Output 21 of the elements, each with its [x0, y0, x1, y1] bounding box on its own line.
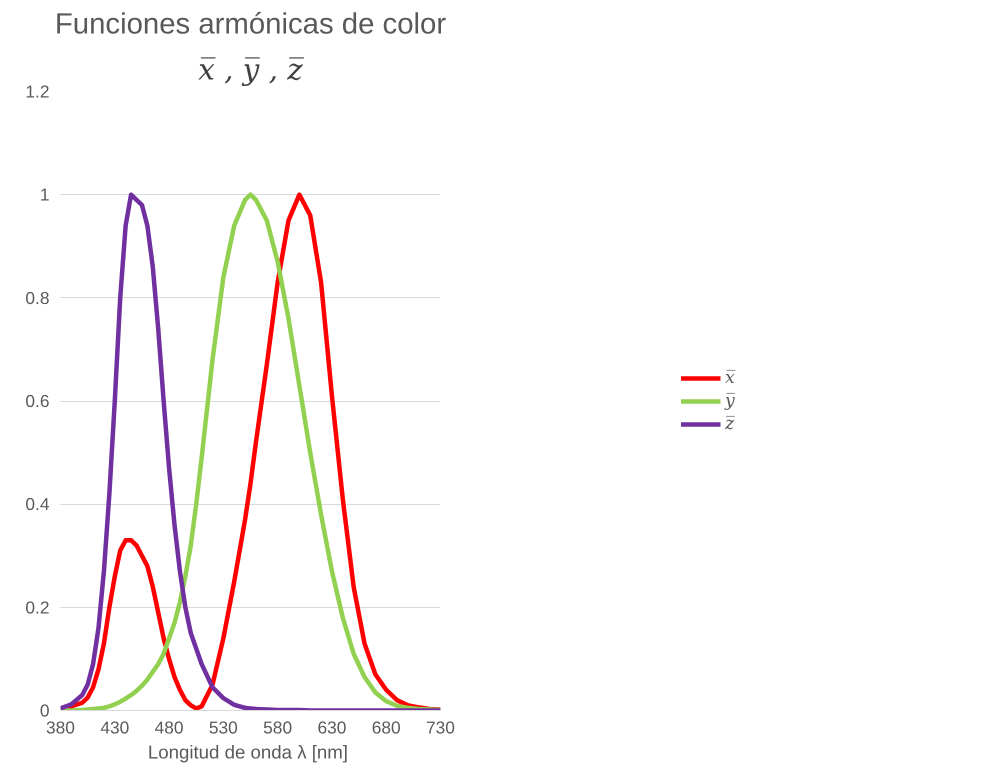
- chart-title: Funciones armónicas de color: [54, 8, 446, 40]
- legend-label: z̅: [725, 414, 736, 434]
- y-tick-label: 1: [40, 184, 50, 205]
- x-tick-label: 680: [372, 718, 401, 738]
- y-tick-label: 0.8: [25, 288, 50, 308]
- x-tick-label: 380: [46, 718, 75, 738]
- x-axis-title: Longitud de onda λ [nm]: [148, 742, 348, 762]
- legend-label: x̅: [725, 368, 736, 388]
- y-tick-label: 0.2: [25, 597, 50, 618]
- y-tick-label: 0.6: [25, 391, 50, 411]
- y-tick-label: 0.4: [25, 494, 50, 514]
- y-tick-label: 0: [40, 700, 50, 720]
- x-tick-label: 730: [426, 718, 455, 738]
- x-tick-label: 630: [317, 718, 346, 738]
- legend-label: y̅: [725, 390, 736, 410]
- chart-subtitle: x̅ , y̅ , z̅: [198, 52, 304, 86]
- x-tick-label: 480: [154, 718, 184, 738]
- x-tick-label: 530: [208, 718, 238, 738]
- x-tick-label: 430: [100, 718, 130, 738]
- y-tick-label: 1.2: [25, 82, 50, 102]
- x-tick-label: 580: [263, 718, 292, 738]
